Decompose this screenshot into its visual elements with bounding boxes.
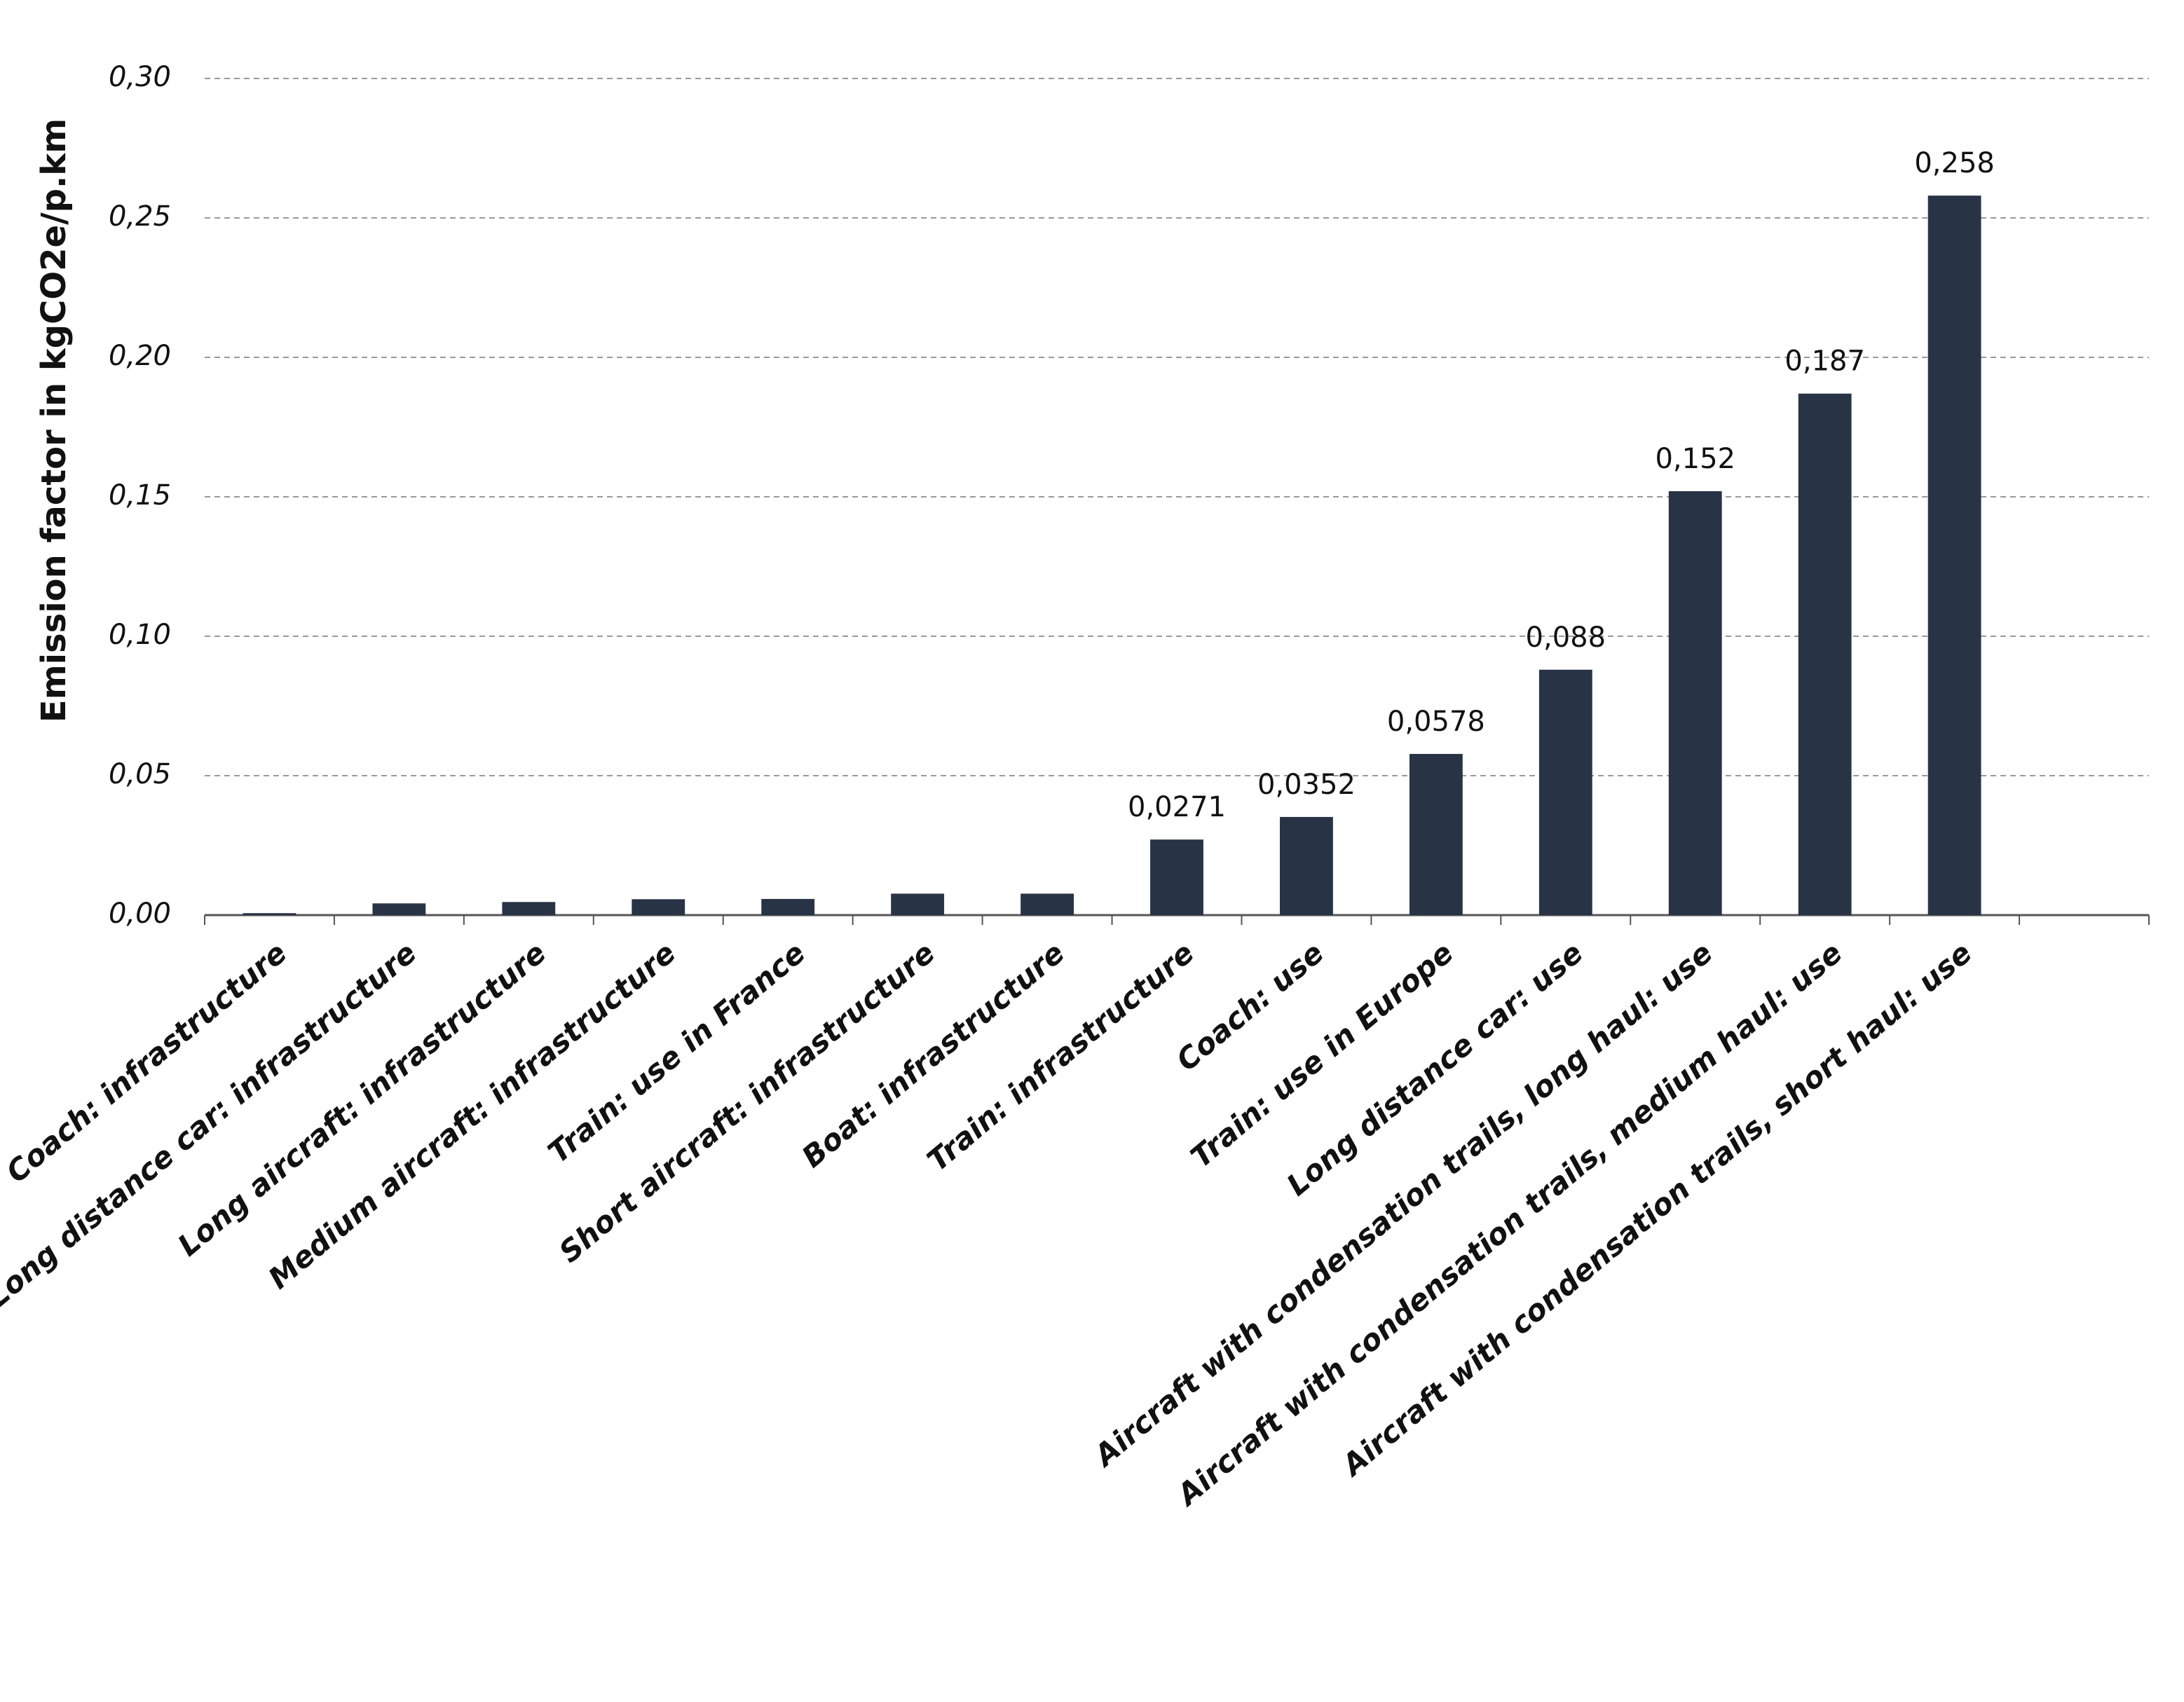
bar	[891, 893, 945, 915]
data-label: 0,258	[1914, 147, 1995, 179]
y-tick-label: 0,00	[109, 898, 171, 930]
data-label: 0,0352	[1257, 769, 1356, 801]
x-tick-label: Train: use in France	[541, 935, 812, 1170]
bar	[502, 902, 556, 915]
y-tick-label: 0,20	[109, 340, 171, 372]
bar	[1280, 816, 1333, 915]
data-label: 0,187	[1784, 345, 1865, 378]
bar	[1798, 393, 1852, 915]
x-tick-label: Aircraft with condensation trails, short…	[1334, 935, 1978, 1483]
x-tick-label: Boat: infrastructure	[796, 935, 1071, 1174]
bar	[1150, 839, 1203, 915]
x-tick-label: Train: infrastructure	[920, 935, 1200, 1178]
y-tick-label: 0,05	[109, 758, 171, 790]
bar	[1538, 669, 1592, 915]
bar	[372, 903, 426, 915]
bar	[1927, 195, 1981, 915]
y-axis-title: Emission factor in kgCO2e/p.km	[34, 118, 74, 722]
y-tick-label: 0,10	[109, 619, 171, 651]
bar	[1668, 491, 1722, 915]
data-label: 0,088	[1526, 622, 1606, 654]
bar	[632, 899, 685, 915]
bar	[1021, 893, 1074, 915]
y-tick-label: 0,25	[109, 200, 171, 233]
data-label: 0,152	[1655, 443, 1735, 475]
data-label: 0,0271	[1128, 791, 1226, 823]
bar	[1409, 753, 1463, 915]
y-tick-label: 0,30	[109, 61, 171, 93]
bar	[761, 898, 815, 915]
bar	[243, 913, 296, 915]
x-tick-label: Train: use in Europe	[1184, 935, 1459, 1174]
y-tick-label: 0,15	[109, 479, 171, 512]
data-label: 0,0578	[1387, 706, 1485, 738]
x-tick-label: Aircraft with condensation trails, long …	[1086, 935, 1719, 1474]
